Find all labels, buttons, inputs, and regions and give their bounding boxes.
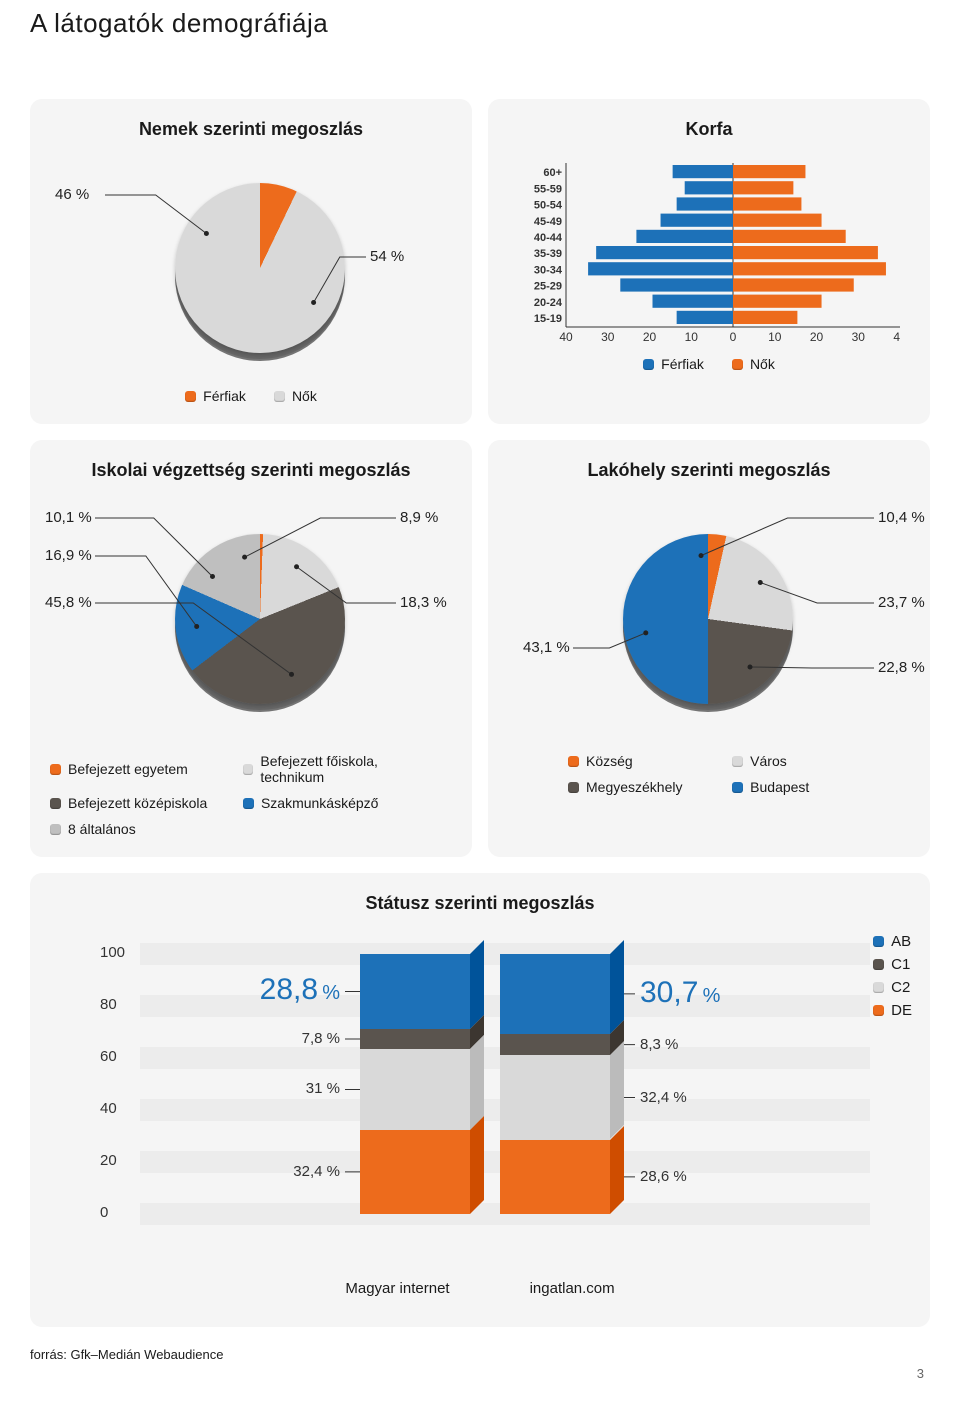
svg-text:50-54: 50-54 [534,200,563,212]
callout-label: 54 % [370,248,404,265]
callout-label: 18,3 % [400,594,447,611]
callout-label: 43,1 % [523,639,570,656]
svg-text:30: 30 [601,330,615,344]
source-text: forrás: Gfk–Medián Webaudience [30,1347,930,1362]
status-legend-item: DE [873,1002,912,1019]
legend-female: Nők [274,388,317,404]
status-y-tick: 100 [100,944,125,961]
svg-text:20: 20 [643,330,657,344]
page-number: 3 [30,1366,930,1381]
status-value-label: 32,4 % [640,1089,687,1106]
status-legend-item: AB [873,933,912,950]
status-y-tick: 80 [100,996,117,1013]
status-y-tick: 60 [100,1048,117,1065]
pyramid-card: Korfa 60+ 55-59 50-54 45-49 40-44 35-39 30-34 2… [488,99,930,424]
svg-text:40-44: 40-44 [534,232,563,244]
status-legend-item: C2 [873,979,912,996]
legend-item: 8 általános [50,821,243,837]
legend-item: Város [732,753,896,769]
status-chart: 100 80 60 40 20 0 28,8 % 7,8 % 31 % 32,4 % 30,7 %… [90,934,870,1264]
legend-pyr-female: Nők [732,356,775,372]
status-y-tick: 20 [100,1152,117,1169]
status-value-label: 8,3 % [640,1036,678,1053]
legend-male-label: Férfiak [203,388,246,404]
legend-pyr-female-label: Nők [750,356,775,372]
svg-text:40: 40 [559,330,573,344]
status-value-label: 31 % [306,1080,340,1097]
residence-title: Lakóhely szerinti megoszlás [508,460,910,481]
status-value-label: 32,4 % [293,1163,340,1180]
residence-legend: KözségVárosMegyeszékhelyBudapest [508,753,910,795]
svg-text:55-59: 55-59 [534,183,562,195]
legend-item: Szakmunkásképző [243,795,436,811]
status-legend-item: C1 [873,956,912,973]
svg-text:35-39: 35-39 [534,248,562,260]
legend-pyr-male: Férfiak [643,356,704,372]
callout-label: 8,9 % [400,509,438,526]
legend-item: Megyeszékhely [568,779,732,795]
callout-label: 46 % [55,186,89,203]
education-card: Iskolai végzettség szerinti megoszlás 8,… [30,440,472,857]
svg-text:0: 0 [730,330,737,344]
svg-text:30: 30 [852,330,866,344]
residence-card: Lakóhely szerinti megoszlás 10,4 %23,7 %… [488,440,930,857]
legend-item: Befejezett főiskola, technikum [243,753,436,785]
legend-pyr-male-label: Férfiak [661,356,704,372]
pyramid-title: Korfa [508,119,910,140]
svg-text:60+: 60+ [543,167,562,179]
callout-label: 22,8 % [878,659,925,676]
status-legend: AB C1 C2 DE [873,933,912,1025]
status-title: Státusz szerinti megoszlás [50,893,910,914]
pyramid-chart: 60+ 55-59 50-54 45-49 40-44 35-39 30-34 25-29 20… [518,158,900,348]
svg-text:25-29: 25-29 [534,281,562,293]
legend-item: Budapest [732,779,896,795]
svg-text:40: 40 [893,330,900,344]
page-title: A látogatók demográfiája [30,0,930,39]
legend-item: Befejezett egyetem [50,753,243,785]
education-legend: Befejezett egyetemBefejezett főiskola, t… [50,753,452,837]
svg-text:10: 10 [768,330,782,344]
status-value-label: 28,6 % [640,1168,687,1185]
status-card: Státusz szerinti megoszlás 100 80 60 40 20 0 2… [30,873,930,1327]
gender-pie: 46 % 54 % [50,158,452,388]
callout-label: 16,9 % [45,547,92,564]
legend-item: Befejezett középiskola [50,795,243,811]
callout-label: 10,4 % [878,509,925,526]
status-value-label: 28,8 % [260,973,340,1007]
status-y-tick: 0 [100,1204,108,1221]
residence-pie: 10,4 %23,7 %22,8 %43,1 % [508,499,910,749]
svg-text:15-19: 15-19 [534,313,562,325]
gender-card: Nemek szerinti megoszlás 46 % 54 % Férfia… [30,99,472,424]
education-title: Iskolai végzettség szerinti megoszlás [50,460,452,481]
status-y-tick: 40 [100,1100,117,1117]
svg-text:20: 20 [810,330,824,344]
svg-text:20-24: 20-24 [534,297,563,309]
legend-male: Férfiak [185,388,246,404]
svg-text:10: 10 [685,330,699,344]
svg-text:30-34: 30-34 [534,264,563,276]
callout-label: 23,7 % [878,594,925,611]
callout-label: 45,8 % [45,594,92,611]
gender-title: Nemek szerinti megoszlás [50,119,452,140]
status-group-1-label: ingatlan.com [530,1280,615,1297]
legend-female-label: Nők [292,388,317,404]
legend-item: Község [568,753,732,769]
status-value-label: 30,7 % [640,976,720,1010]
callout-label: 10,1 % [45,509,92,526]
education-pie: 8,9 %18,3 %45,8 %16,9 %10,1 % [50,499,452,749]
status-group-0-label: Magyar internet [345,1280,449,1297]
svg-text:45-49: 45-49 [534,216,562,228]
status-value-label: 7,8 % [302,1030,340,1047]
